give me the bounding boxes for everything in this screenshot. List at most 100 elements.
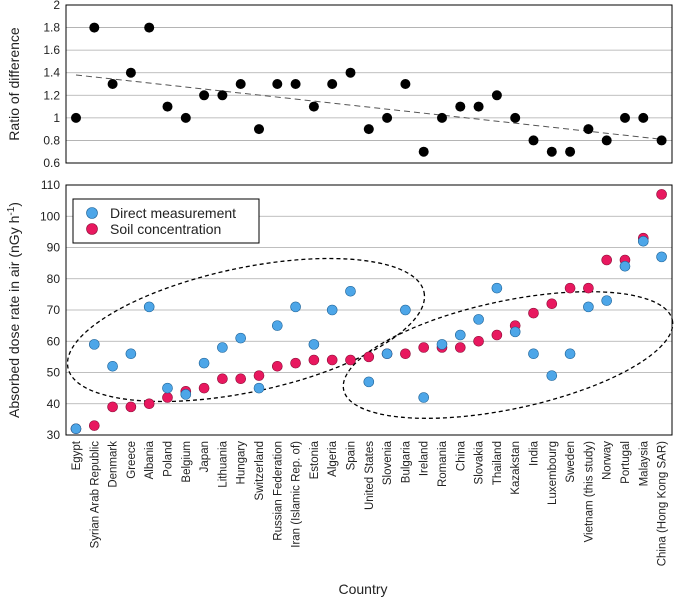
ratio-point [144,22,155,33]
x-category-label: Romania [437,440,449,487]
top-y-tick-label: 1 [53,111,60,125]
direct-measurement-point [528,348,539,360]
direct-measurement-point [235,332,246,344]
soil-concentration-point [363,351,375,363]
ratio-point [583,124,594,135]
direct-measurement-point [326,304,338,316]
ratio-point [363,124,374,135]
direct-measurement-point [473,314,484,325]
direct-measurement-point [381,348,393,360]
direct-measurement-point [143,301,155,313]
soil-concentration-point [564,282,576,294]
top-y-axis-title: Ratio of difference [6,27,22,141]
ratio-point [528,135,539,146]
ratio-point [418,146,429,157]
direct-measurement-point [491,282,503,294]
x-category-label: India [529,440,541,466]
x-category-label: United States [364,441,376,510]
ratio-point [382,112,393,123]
direct-measurement-point [619,260,631,272]
direct-measurement-point [564,348,576,360]
direct-measurement-point [400,304,411,316]
soil-concentration-point [601,254,613,266]
bottom-y-tick-label: 100 [40,209,60,223]
direct-measurement-point [418,392,430,403]
top-trend-line [75,74,662,140]
ratio-point [107,79,118,89]
ratio-point [217,90,228,101]
ratio-point [601,135,612,146]
top-y-tick-label: 1.8 [43,21,60,35]
x-category-label: Syrian Arab Republic [89,441,101,549]
x-category-label: China (Hong Kong SAR) [657,441,669,566]
legend-marker-soil [86,223,98,235]
soil-concentration-point [162,392,173,403]
soil-concentration-point [217,373,228,385]
direct-measurement-point [290,301,301,313]
x-category-labels: Egypt Syrian Arab Republic Denmark Greece Al… [71,440,669,566]
ratio-point [400,79,411,89]
ratio-point [455,101,466,112]
bottom-y-axis-title-sup: -1 [6,206,17,215]
x-category-label: Greece [126,441,138,479]
soil-concentration-point [308,354,320,366]
direct-measurement-point [656,251,667,263]
ratio-point [71,112,81,123]
bottom-y-tick-label: 50 [47,366,61,380]
soil-concentration-point [235,373,246,385]
direct-measurement-point [162,382,173,394]
ratio-point [235,79,246,89]
x-category-label: Switzerland [254,441,266,500]
direct-measurement-point [198,357,210,369]
bottom-y-tick-label: 90 [47,241,61,255]
soil-concentration-point [125,401,137,413]
x-category-label: Estonia [309,440,321,479]
x-category-label: Denmark [108,441,120,488]
top-y-tick-label: 0.6 [43,156,60,170]
legend: Direct measurement Soil concentration [72,198,260,244]
soil-concentration-point [400,348,411,360]
ratio-point [327,79,338,89]
legend-label-direct: Direct measurement [110,205,236,221]
top-y-tick-label: 1.4 [43,66,60,80]
ratio-point [199,90,210,101]
direct-measurement-point [509,326,521,338]
soil-concentration-point [345,354,356,366]
x-category-label: Lithuania [217,440,229,487]
bottom-y-tick-label: 80 [47,272,61,286]
soil-concentration-point [253,370,265,381]
direct-measurement-point [217,342,228,353]
top-grid-lines [66,4,672,164]
ratio-point [308,101,319,112]
direct-measurement-point [180,389,192,400]
x-category-label: Hungary [236,441,248,485]
x-category-label: Slovenia [382,440,394,485]
direct-measurement-point [253,382,265,394]
cluster-ellipse-left [66,257,426,403]
bottom-y-tick-label: 60 [47,334,61,348]
bottom-y-tick-label: 40 [47,397,61,411]
ratio-point [437,112,447,123]
direct-measurement-point [546,370,558,381]
ratio-point [620,112,630,123]
x-category-label: Algeria [327,440,339,476]
top-y-ticks: 0.6 0.8 1 1.2 1.4 1.6 1.8 2 [43,0,60,170]
bottom-y-ticks: 30 40 50 60 70 80 90 100 110 [40,178,60,442]
soil-concentration-point [473,335,484,347]
x-category-label: Spain [346,441,358,470]
ratio-point [656,135,667,146]
direct-measurement-point [454,329,466,341]
x-category-label: Norway [602,441,614,480]
soil-concentration-point [198,382,210,394]
top-points-group [71,22,667,157]
x-category-label: Iran (Islamic Rep. of) [291,441,303,548]
x-category-label: Slovakia [474,440,486,484]
x-category-label: Albania [144,440,156,479]
top-trend-group [75,74,662,140]
direct-measurement-point [436,339,448,350]
x-category-label: Kazakstan [510,441,522,495]
x-category-label: Belgium [181,441,193,483]
ratio-point [546,146,557,157]
x-category-label: Sweden [565,441,577,483]
